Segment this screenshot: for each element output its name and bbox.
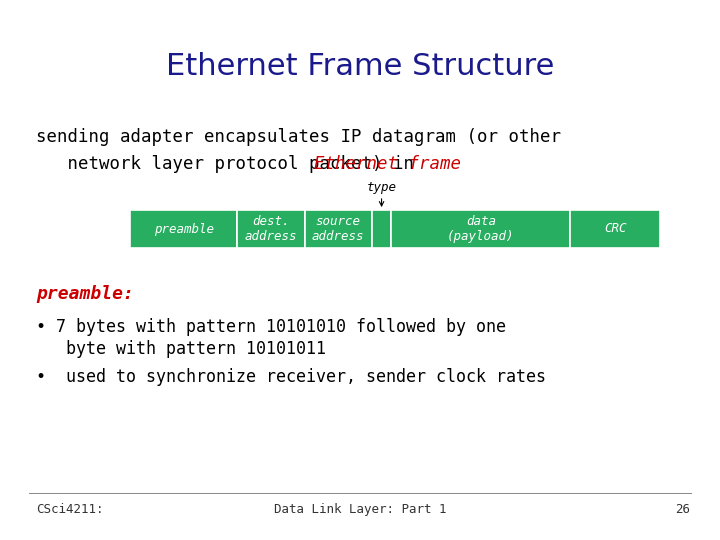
Text: sending adapter encapsulates IP datagram (or other: sending adapter encapsulates IP datagram… bbox=[36, 128, 561, 146]
Text: preamble:: preamble: bbox=[36, 285, 134, 303]
Text: dest.
address: dest. address bbox=[245, 215, 297, 243]
Text: •  used to synchronize receiver, sender clock rates: • used to synchronize receiver, sender c… bbox=[36, 368, 546, 386]
Text: • 7 bytes with pattern 10101010 followed by one: • 7 bytes with pattern 10101010 followed… bbox=[36, 318, 506, 336]
Text: byte with pattern 10101011: byte with pattern 10101011 bbox=[36, 340, 326, 358]
Bar bbox=[392, 210, 570, 248]
Text: 26: 26 bbox=[675, 503, 690, 516]
Bar bbox=[238, 210, 305, 248]
Text: network layer protocol packet) in: network layer protocol packet) in bbox=[36, 155, 425, 173]
Text: type: type bbox=[366, 181, 397, 194]
Text: preamble: preamble bbox=[153, 222, 214, 235]
Text: Data Link Layer: Part 1: Data Link Layer: Part 1 bbox=[274, 503, 446, 516]
Text: CRC: CRC bbox=[604, 222, 626, 235]
Bar bbox=[570, 210, 660, 248]
Bar bbox=[305, 210, 372, 248]
Bar bbox=[372, 210, 392, 248]
Bar bbox=[130, 210, 238, 248]
Text: Ethernet Frame Structure: Ethernet Frame Structure bbox=[166, 52, 554, 81]
Text: CSci4211:: CSci4211: bbox=[36, 503, 104, 516]
Text: source
address: source address bbox=[312, 215, 364, 243]
Text: Ethernet frame: Ethernet frame bbox=[314, 155, 462, 173]
Text: data
(payload): data (payload) bbox=[447, 215, 515, 243]
